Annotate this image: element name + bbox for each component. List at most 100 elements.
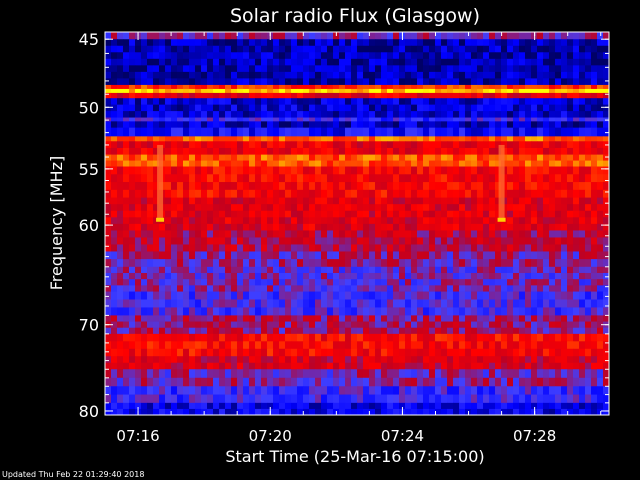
heatmap-cell <box>297 394 304 404</box>
heatmap-cell <box>357 71 364 79</box>
heatmap-cell <box>207 285 214 292</box>
heatmap-cell <box>141 71 148 79</box>
heatmap-cell <box>429 386 436 395</box>
heatmap-cell <box>123 98 130 106</box>
heatmap-cell <box>483 141 490 149</box>
heatmap-cell <box>495 32 502 40</box>
heatmap-cell <box>153 182 160 191</box>
heatmap-cell <box>153 369 160 379</box>
heatmap-cell <box>153 279 160 286</box>
heatmap-cell <box>171 84 178 90</box>
heatmap-cell <box>165 259 172 268</box>
heatmap-cell <box>525 210 532 218</box>
heatmap-cell <box>603 386 610 395</box>
heatmap-cell <box>159 272 166 280</box>
heatmap-cell <box>375 160 382 167</box>
heatmap-cell <box>231 141 238 149</box>
heatmap-cell <box>249 394 256 404</box>
heatmap-cell <box>273 279 280 286</box>
heatmap-cell <box>363 266 370 274</box>
heatmap-cell <box>525 182 532 191</box>
heatmap-cell <box>303 160 310 167</box>
heatmap-cell <box>135 136 142 142</box>
heatmap-cell <box>111 84 118 90</box>
heatmap-cell <box>549 45 556 53</box>
heatmap-cell <box>201 104 208 112</box>
heatmap-cell <box>147 327 154 335</box>
heatmap-cell <box>537 333 544 342</box>
heatmap-cell <box>291 259 298 268</box>
heatmap-cell <box>567 160 574 167</box>
heatmap-cell <box>309 341 316 350</box>
heatmap-cell <box>135 84 142 90</box>
heatmap-cell <box>465 84 472 90</box>
heatmap-cell <box>261 315 268 322</box>
heatmap-cell <box>135 141 142 149</box>
heatmap-cell <box>261 127 268 137</box>
heatmap-cell <box>273 166 280 175</box>
heatmap-cell <box>381 333 388 342</box>
heatmap-cell <box>513 136 520 142</box>
heatmap-cell <box>123 58 130 66</box>
heatmap-cell <box>441 377 448 387</box>
heatmap-cell <box>429 341 436 350</box>
heatmap-cell <box>525 251 532 260</box>
heatmap-cell <box>561 356 568 364</box>
heatmap-cell <box>357 58 364 66</box>
heatmap-cell <box>447 127 454 137</box>
heatmap-cell <box>549 259 556 268</box>
heatmap-cell <box>453 160 460 167</box>
heatmap-cell <box>507 141 514 149</box>
heatmap-cell <box>303 341 310 350</box>
heatmap-cell <box>225 244 232 252</box>
heatmap-cell <box>525 279 532 286</box>
heatmap-cell <box>183 285 190 292</box>
heatmap-cell <box>309 141 316 149</box>
heatmap-cell <box>357 386 364 395</box>
heatmap-cell <box>393 141 400 149</box>
heatmap-cell <box>243 71 250 79</box>
heatmap-cell <box>561 197 568 205</box>
heatmap-cell <box>249 402 256 410</box>
heatmap-cell <box>375 259 382 268</box>
heatmap-cell <box>165 84 172 90</box>
heatmap-cell <box>171 321 178 329</box>
heatmap-cell <box>129 223 136 231</box>
heatmap-cell <box>207 147 214 156</box>
heatmap-cell <box>477 223 484 231</box>
heatmap-cell <box>441 71 448 79</box>
heatmap-cell <box>549 127 556 137</box>
heatmap-cell <box>441 121 448 129</box>
heatmap-cell <box>225 327 232 335</box>
heatmap-cell <box>141 341 148 350</box>
heatmap-cell <box>315 327 322 335</box>
heatmap-cell <box>201 92 208 99</box>
heatmap-cell <box>369 315 376 322</box>
heatmap-cell <box>159 279 166 286</box>
heatmap-cell <box>399 279 406 286</box>
heatmap-cell <box>543 230 550 238</box>
heatmap-cell <box>465 78 472 86</box>
heatmap-cell <box>585 166 592 175</box>
heatmap-cell <box>165 291 172 300</box>
heatmap-cell <box>411 327 418 335</box>
heatmap-cell <box>321 244 328 252</box>
heatmap-cell <box>231 174 238 183</box>
heatmap-cell <box>249 341 256 350</box>
heatmap-cell <box>165 230 172 238</box>
heatmap-cell <box>135 217 142 225</box>
heatmap-cell <box>399 111 406 118</box>
heatmap-cell <box>231 377 238 387</box>
heatmap-cell <box>255 141 262 149</box>
heatmap-cell <box>213 362 220 370</box>
heatmap-cell <box>237 71 244 79</box>
heatmap-cell <box>429 237 436 245</box>
heatmap-cell <box>345 166 352 175</box>
heatmap-cell <box>147 279 154 286</box>
heatmap-cell <box>531 147 538 156</box>
heatmap-cell <box>225 78 232 86</box>
heatmap-cell <box>567 377 574 387</box>
heatmap-cell <box>219 291 226 300</box>
heatmap-cell <box>201 39 208 47</box>
heatmap-cell <box>117 356 124 364</box>
